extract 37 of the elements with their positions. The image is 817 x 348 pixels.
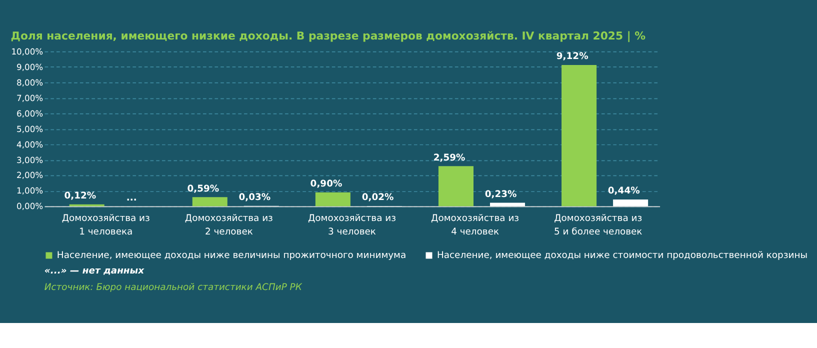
data-label: 0,02% (362, 192, 394, 204)
y-tick-label: 1,00% (16, 186, 44, 196)
y-tick-label: 9,00% (16, 62, 44, 72)
chart-title: Доля населения, имеющего низкие доходы. В разрезе размеров домохозяйств. IV квартал 2025 | % (10, 30, 646, 43)
data-label: 0,59% (187, 183, 220, 194)
y-tick-label: 6,00% (16, 108, 44, 118)
legend-label: Население, имеющее доходы ниже величины прожиточного минимума (56, 250, 406, 261)
x-tick-label: Домохозяйства из 4 человек (431, 212, 520, 238)
bar (562, 65, 597, 206)
y-tick-label: 7,00% (16, 92, 44, 103)
text: Источник: Бюро национальной статистики АСПиР РК (44, 282, 302, 293)
data-label: 0,12% (64, 190, 96, 202)
x-tick-label: Домохозяйства из 2 человек (184, 212, 274, 238)
bar (438, 166, 474, 206)
bar (613, 199, 648, 206)
data-label: 0,23% (484, 188, 517, 200)
y-tick-label: 10,00% (11, 46, 44, 56)
text: ... (126, 192, 137, 204)
data-label: 0,03% (238, 192, 271, 203)
x-tick-label: Домохозяйства из 1 человека (62, 212, 150, 238)
y-tick-label: 8,00% (16, 77, 44, 88)
y-tick-label: 5,00% (16, 124, 44, 134)
y-tick-label: 4,00% (16, 139, 44, 150)
bar (315, 192, 350, 206)
legend-label: Население, имеющее доходы ниже стоимости продовольственной корзины (436, 250, 808, 261)
data-label: 0,44% (608, 186, 640, 197)
y-tick-label: 3,00% (16, 154, 44, 165)
y-tick-label: 0,00% (16, 201, 44, 212)
x-tick-label: Домохозяйства из 3 человек (308, 212, 396, 238)
text: «...» — нет данных (44, 265, 146, 276)
bar (192, 197, 228, 206)
data-label: 2,59% (433, 152, 466, 164)
y-tick-label: 2,00% (16, 170, 44, 180)
x-tick-label: Домохозяйства из 5 и более человек (554, 212, 643, 238)
bar (490, 202, 526, 206)
data-label: 0,90% (310, 178, 342, 190)
data-label: 9,12% (556, 51, 588, 62)
